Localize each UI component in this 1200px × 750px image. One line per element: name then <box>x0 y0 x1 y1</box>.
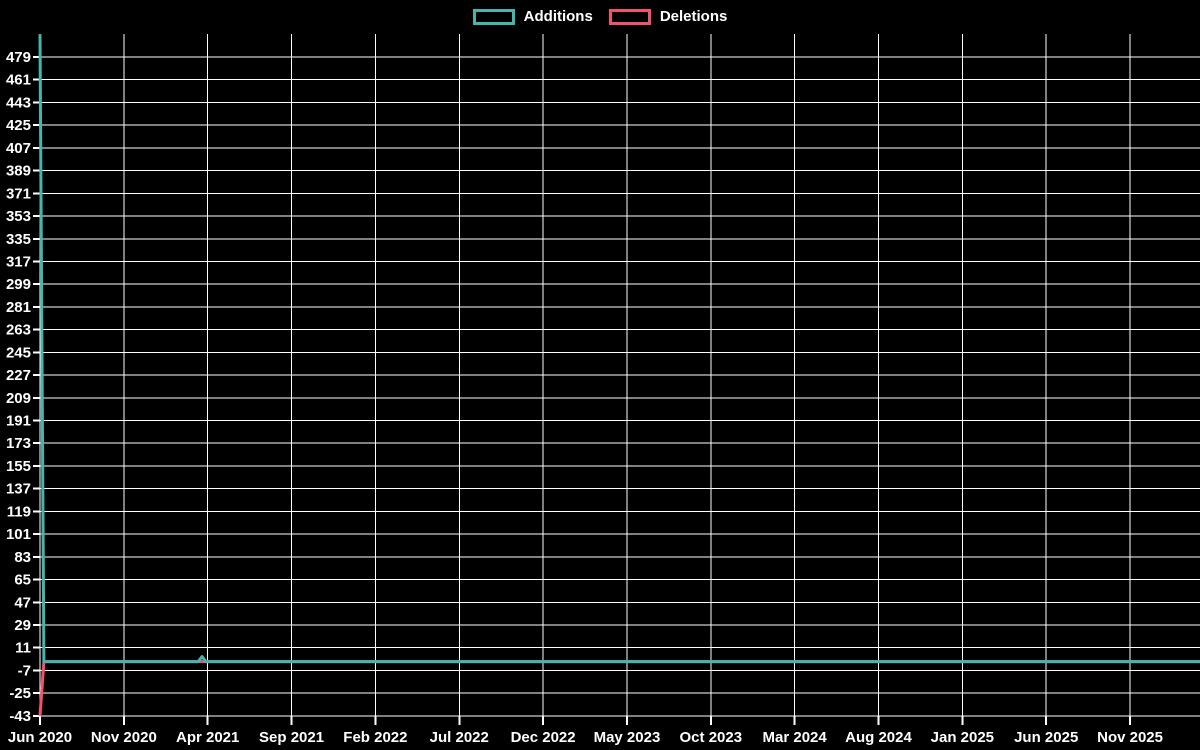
y-axis-tick-label: 101 <box>6 526 31 543</box>
x-axis-tick-label: Nov 2025 <box>1097 729 1163 746</box>
y-axis-tick-label: 263 <box>6 322 31 339</box>
data-series <box>38 34 1200 717</box>
axis-labels: 479 461 443 425 407 389 371 353 335 317 299 281 263 2… <box>6 49 1163 746</box>
y-axis-tick-label: 317 <box>6 253 31 270</box>
x-axis-tick-label: Jun 2020 <box>8 729 72 746</box>
y-axis-tick-label: 281 <box>6 299 31 316</box>
y-axis-tick-label: 299 <box>6 276 31 293</box>
grid-lines <box>39 34 1200 717</box>
x-axis-tick-label: Sep 2021 <box>259 729 324 746</box>
y-axis-tick-label: 407 <box>6 140 31 157</box>
x-axis-tick-label: May 2023 <box>594 729 661 746</box>
y-axis-tick-label: 371 <box>6 185 31 202</box>
y-axis-tick-label: 119 <box>7 503 31 520</box>
y-axis-tick-label: 47 <box>14 594 31 611</box>
y-axis-tick-label: 227 <box>6 367 31 384</box>
y-axis-tick-label: -25 <box>9 685 31 702</box>
x-axis-tick-label: Jun 2025 <box>1014 729 1078 746</box>
legend-item-additions[interactable]: Additions <box>472 8 593 26</box>
y-axis-tick-label: 29 <box>14 617 31 634</box>
y-axis-tick-label: 191 <box>6 413 31 430</box>
y-axis-tick-label: 353 <box>6 208 31 225</box>
x-axis-tick-label: Aug 2024 <box>845 729 912 746</box>
deletions-legend-label: Deletions <box>659 8 728 25</box>
y-axis-tick-label: 137 <box>6 481 31 498</box>
y-axis-tick-label: 245 <box>6 344 31 361</box>
y-axis-tick-label: 83 <box>14 549 31 566</box>
y-axis-tick-label: 479 <box>6 49 31 66</box>
y-axis-tick-label: 335 <box>6 231 31 248</box>
y-axis-tick-label: 155 <box>6 458 31 475</box>
x-axis-tick-label: Dec 2022 <box>511 729 576 746</box>
x-axis-tick-label: Mar 2024 <box>763 729 828 746</box>
x-axis-tick-label: Oct 2023 <box>680 729 743 746</box>
y-axis-tick-label: 65 <box>14 572 31 589</box>
additions-swatch <box>472 9 515 25</box>
y-axis-tick-label: 461 <box>6 72 31 89</box>
y-axis-tick-label: 389 <box>6 163 31 180</box>
x-axis-tick-label: Jan 2025 <box>931 729 994 746</box>
x-axis-tick-label: Apr 2021 <box>176 729 239 746</box>
deletions-swatch <box>608 9 651 25</box>
y-axis-tick-label: 173 <box>6 435 31 452</box>
series-line-deletions[interactable] <box>38 660 1200 717</box>
x-axis-tick-label: Nov 2020 <box>91 729 157 746</box>
y-axis-tick-label: 11 <box>15 640 31 657</box>
x-axis-tick-label: Feb 2022 <box>343 729 407 746</box>
chart-legend: Additions Deletions <box>0 8 1200 26</box>
additions-legend-label: Additions <box>523 8 593 25</box>
y-axis-tick-label: 443 <box>6 94 31 111</box>
y-axis-tick-label: 425 <box>6 117 31 134</box>
y-axis-tick-label: -7 <box>18 662 31 679</box>
y-axis-tick-label: 209 <box>6 390 31 407</box>
y-axis-tick-label: -43 <box>9 708 31 725</box>
x-axis-tick-label: Jul 2022 <box>430 729 489 746</box>
legend-item-deletions[interactable]: Deletions <box>608 8 728 26</box>
series-line-additions[interactable] <box>38 34 1200 664</box>
